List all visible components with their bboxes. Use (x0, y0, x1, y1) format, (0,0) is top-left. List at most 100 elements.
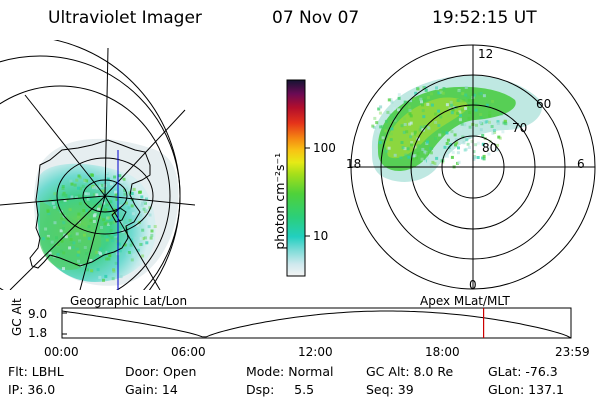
aurora-pixel (482, 119, 486, 123)
aurora-pixel (420, 100, 423, 104)
aurora-pixel (434, 112, 438, 116)
aurora-pixel (413, 145, 417, 149)
aurora-pixel (77, 215, 80, 219)
aurora-pixel (134, 196, 138, 200)
aurora-pixel (123, 243, 127, 247)
aurora-pixel (479, 92, 483, 96)
aurora-pixel (77, 259, 80, 263)
aurora-pixel (503, 119, 507, 123)
aurora-pixel (381, 136, 385, 140)
apex-panel-label: Apex MLat/MLT (420, 294, 510, 308)
aurora-pixel (460, 122, 464, 126)
meridian-line (104, 195, 195, 206)
aurora-pixel (111, 277, 115, 281)
aurora-pixel (488, 114, 492, 118)
aurora-pixel (458, 110, 462, 114)
aurora-pixel (492, 129, 496, 132)
aurora-pixel (127, 206, 131, 210)
aurora-pixel (63, 198, 67, 202)
aurora-pixel (423, 98, 427, 102)
aurora-pixel (124, 224, 128, 227)
aurora-pixel (93, 193, 96, 197)
aurora-pixel (132, 187, 136, 191)
aurora-pixel (470, 140, 474, 144)
aurora-pixel (53, 221, 57, 225)
aurora-pixel (488, 120, 491, 124)
aurora-pixel (467, 146, 471, 149)
aurora-pixel (105, 221, 109, 225)
aurora-pixel (466, 142, 470, 146)
aurora-pixel (85, 179, 89, 183)
aurora-pixel (130, 192, 134, 195)
aurora-speckle-right (371, 86, 512, 169)
aurora-pixel (105, 203, 109, 207)
aurora-pixel (62, 191, 66, 195)
aurora-pixel (468, 135, 472, 139)
aurora-pixel (400, 141, 404, 144)
aurora-pixel (141, 254, 145, 258)
aurora-pixel (77, 212, 81, 216)
aurora-pixel (393, 153, 397, 157)
aurora-pixel (389, 98, 393, 102)
meridian-line (79, 195, 106, 290)
aurora-pixel (75, 178, 79, 182)
aurora-pixel (86, 192, 90, 196)
aurora-pixel (450, 130, 454, 134)
aurora-pixel (78, 202, 82, 206)
aurora-pixel (125, 252, 129, 256)
aurora-pixel (105, 250, 109, 254)
aurora-pixel (423, 160, 427, 164)
aurora-pixel (50, 240, 54, 244)
aurora-pixel (481, 134, 485, 137)
altitude-tick-high: 9.0 (28, 307, 48, 321)
aurora-pixel (113, 175, 117, 179)
aurora-pixel (130, 258, 134, 262)
aurora-pixel (101, 189, 105, 193)
aurora-pixel (60, 239, 64, 243)
aurora-pixel (497, 135, 501, 139)
aurora-pixel (397, 93, 401, 97)
aurora-pixel (148, 206, 152, 210)
aurora-pixel (109, 228, 113, 232)
aurora-pixel (508, 126, 512, 130)
aurora-pixel (67, 232, 71, 236)
aurora-pixel (46, 236, 50, 240)
aurora-pixel (416, 87, 420, 91)
aurora-pixel (62, 251, 66, 255)
aurora-pixel (46, 234, 50, 238)
aurora-pixel (474, 102, 478, 106)
aurora-pixel (400, 96, 404, 99)
aurora-pixel (502, 121, 506, 125)
aurora-pixel (69, 179, 73, 183)
aurora-pixel (402, 130, 406, 134)
aurora-pixel (100, 183, 104, 187)
aurora-pixel (479, 128, 483, 132)
aurora-pixel (60, 249, 64, 253)
altitude-plot-frame (61, 307, 572, 339)
aurora-pixel (450, 103, 454, 107)
aurora-pixel (413, 154, 417, 157)
aurora-pixel (449, 143, 453, 147)
aurora-pixel (390, 120, 394, 124)
aurora-pixel (100, 226, 103, 229)
aurora-pixel (106, 222, 110, 226)
aurora-pixel (144, 201, 147, 205)
aurora-pixel (96, 171, 99, 175)
aurora-pixel (450, 111, 454, 115)
aurora-pixel (409, 99, 412, 103)
aurora-pixel (496, 120, 500, 124)
aurora-pixel (129, 243, 133, 247)
aurora-pixel (482, 157, 486, 161)
aurora-pixel (59, 229, 63, 233)
latitude-circles (0, 40, 181, 290)
aurora-pixel (376, 129, 380, 133)
aurora-pixel (495, 148, 499, 152)
aurora-pixel (499, 112, 503, 116)
aurora-pixel (108, 200, 112, 204)
status-dsp: Dsp: 5.5 (246, 382, 315, 397)
aurora-pixel (142, 207, 146, 211)
aurora-pixel (114, 192, 118, 196)
aurora-pixel (445, 142, 449, 145)
aurora-pixel (467, 116, 471, 120)
aurora-pixel (442, 87, 446, 90)
